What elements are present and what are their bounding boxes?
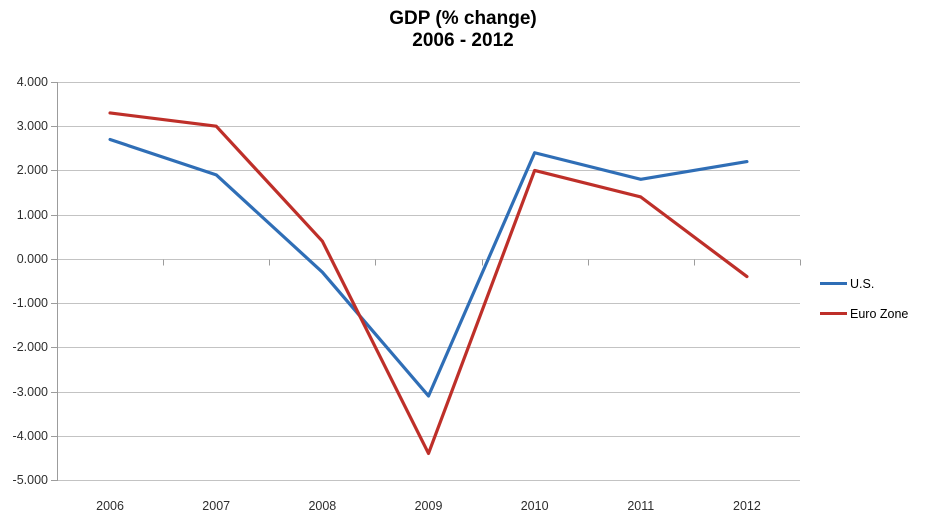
chart-title: GDP (% change) bbox=[389, 8, 537, 29]
x-axis-label: 2009 bbox=[414, 499, 443, 513]
legend-label: Euro Zone bbox=[850, 306, 909, 321]
series-line-euro-zone bbox=[108, 111, 749, 456]
x-axis-label: 2007 bbox=[202, 499, 231, 513]
y-axis-label: -4.000 bbox=[12, 428, 48, 443]
x-axis-label: 2008 bbox=[308, 499, 337, 513]
legend-item-u-s: U.S. bbox=[820, 273, 908, 294]
y-axis-label: 2.000 bbox=[16, 163, 48, 178]
x-axis-label: 2012 bbox=[733, 499, 761, 513]
chart-title-block: GDP (% change) 2006 - 2012 bbox=[0, 8, 926, 52]
series-line-u-s bbox=[108, 137, 749, 398]
legend: U.S. Euro Zone bbox=[820, 273, 908, 324]
y-axis-label: 3.000 bbox=[16, 119, 48, 134]
legend-label: U.S. bbox=[850, 276, 875, 291]
y-axis-label: -5.000 bbox=[12, 473, 48, 487]
x-axis-label: 2011 bbox=[627, 499, 655, 513]
x-axis-label: 2006 bbox=[96, 499, 124, 513]
chart-subtitle: 2006 - 2012 bbox=[412, 30, 514, 51]
y-axis-label: -1.000 bbox=[12, 296, 48, 311]
legend-item-euro-zone: Euro Zone bbox=[820, 303, 908, 324]
x-axis-label: 2010 bbox=[520, 499, 549, 513]
y-axis-label: 0.000 bbox=[16, 251, 48, 266]
legend-line-swatch bbox=[820, 282, 847, 285]
y-axis-label: -3.000 bbox=[12, 384, 48, 399]
legend-line-swatch bbox=[820, 312, 847, 315]
y-axis-label: 1.000 bbox=[16, 207, 48, 222]
y-axis-label: 4.000 bbox=[16, 75, 48, 89]
y-axis-label: -2.000 bbox=[12, 340, 48, 355]
